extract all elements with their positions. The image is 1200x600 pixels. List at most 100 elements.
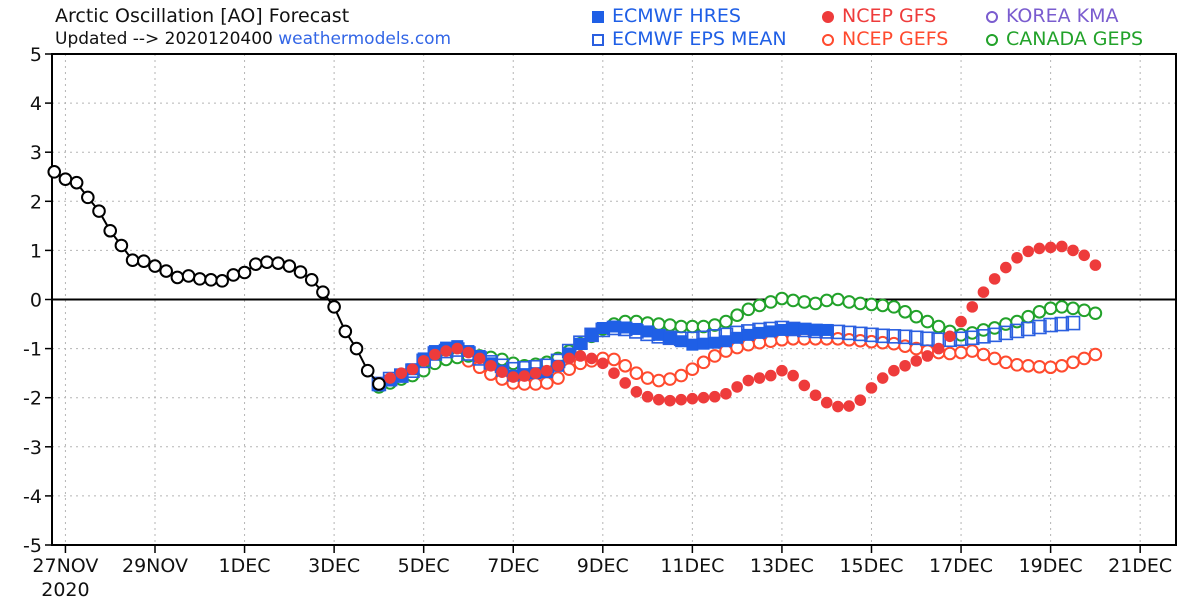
data-point bbox=[58, 172, 73, 187]
data-point bbox=[349, 341, 364, 356]
x-tick-label: 19DEC bbox=[1019, 555, 1083, 577]
data-point bbox=[597, 357, 609, 370]
legend-label: NCEP GFS bbox=[842, 5, 937, 27]
data-point bbox=[282, 259, 297, 273]
data-point bbox=[797, 295, 812, 309]
data-point bbox=[888, 364, 900, 377]
data-point bbox=[1000, 261, 1012, 274]
x-tick-label: 27NOV bbox=[32, 555, 98, 577]
data-point bbox=[675, 393, 687, 406]
legend-label: ECMWF HRES bbox=[612, 5, 741, 27]
data-point bbox=[473, 352, 486, 365]
data-point bbox=[966, 301, 979, 313]
data-point bbox=[316, 285, 330, 299]
data-point bbox=[1011, 251, 1023, 264]
data-point bbox=[843, 400, 855, 412]
data-point bbox=[886, 329, 902, 344]
data-point bbox=[786, 293, 800, 308]
data-point bbox=[451, 342, 464, 355]
open-circle-marker-icon bbox=[822, 34, 834, 46]
x-tick-label: 7DEC bbox=[487, 555, 539, 577]
data-point bbox=[853, 296, 868, 311]
data-point bbox=[876, 372, 889, 384]
data-point bbox=[1077, 351, 1091, 366]
x-tick-label: 1DEC bbox=[219, 555, 271, 577]
filled-square-marker-icon bbox=[592, 11, 604, 23]
data-point bbox=[192, 272, 207, 286]
legend-label: KOREA KMA bbox=[1006, 5, 1119, 27]
data-point bbox=[170, 270, 185, 285]
data-point bbox=[875, 298, 890, 313]
data-point bbox=[697, 337, 710, 350]
data-point bbox=[731, 331, 744, 344]
data-point bbox=[944, 330, 956, 343]
data-point bbox=[787, 322, 800, 335]
data-point bbox=[875, 328, 890, 344]
open-circle-marker-icon bbox=[986, 34, 998, 46]
data-point bbox=[753, 326, 766, 339]
data-point bbox=[585, 328, 598, 341]
data-point bbox=[910, 355, 923, 367]
data-point bbox=[1022, 245, 1035, 258]
data-point bbox=[1067, 244, 1079, 257]
legend-ecmwf-eps-mean: ECMWF EPS MEAN bbox=[592, 28, 787, 50]
data-point bbox=[552, 359, 564, 372]
site-link[interactable]: weathermodels.com bbox=[278, 29, 452, 49]
y-tick-label: 4 bbox=[30, 93, 42, 115]
data-point bbox=[998, 325, 1014, 341]
data-point bbox=[540, 376, 554, 390]
data-point bbox=[899, 359, 911, 372]
data-point bbox=[897, 329, 913, 345]
data-point bbox=[819, 293, 834, 308]
data-point bbox=[664, 394, 676, 407]
data-point bbox=[1056, 240, 1068, 253]
data-point bbox=[1088, 347, 1103, 362]
data-point bbox=[204, 273, 218, 287]
data-point bbox=[618, 358, 632, 373]
data-point bbox=[640, 371, 655, 385]
data-point bbox=[1078, 249, 1090, 262]
data-point bbox=[462, 346, 475, 359]
data-point bbox=[608, 367, 620, 379]
data-point bbox=[1065, 315, 1081, 331]
data-point bbox=[1088, 306, 1103, 321]
legend-ecmwf-hres: ECMWF HRES bbox=[592, 5, 741, 27]
data-point bbox=[852, 326, 868, 342]
data-point bbox=[752, 298, 767, 313]
data-point bbox=[686, 392, 699, 405]
data-point bbox=[496, 366, 508, 378]
data-point bbox=[775, 323, 788, 336]
data-point bbox=[619, 321, 632, 334]
data-point bbox=[304, 273, 319, 287]
data-point bbox=[808, 296, 823, 311]
data-point bbox=[629, 366, 644, 380]
data-point bbox=[976, 347, 991, 362]
data-point bbox=[1009, 323, 1025, 339]
data-point bbox=[731, 381, 743, 393]
data-point bbox=[741, 302, 756, 317]
data-point bbox=[1020, 321, 1036, 337]
data-point bbox=[395, 367, 408, 379]
data-point bbox=[652, 393, 665, 406]
data-point bbox=[964, 330, 980, 346]
data-point bbox=[1033, 242, 1046, 255]
data-point bbox=[763, 295, 778, 309]
data-point bbox=[429, 348, 441, 361]
open-square-marker-icon bbox=[592, 34, 604, 46]
data-point bbox=[685, 362, 700, 377]
data-point bbox=[652, 328, 665, 341]
data-point bbox=[69, 175, 84, 190]
data-point bbox=[832, 400, 844, 413]
data-point bbox=[809, 323, 822, 336]
data-point bbox=[775, 291, 789, 306]
legend-label: NCEP GEFS bbox=[842, 28, 949, 50]
grid bbox=[52, 54, 1176, 545]
legend-label: CANADA GEPS bbox=[1006, 28, 1144, 50]
data-point bbox=[999, 355, 1013, 370]
data-point bbox=[708, 336, 721, 349]
data-point bbox=[932, 342, 945, 355]
data-point bbox=[248, 257, 263, 271]
data-point bbox=[293, 265, 308, 279]
data-point bbox=[619, 377, 631, 389]
y-tick-label: 1 bbox=[30, 240, 42, 262]
